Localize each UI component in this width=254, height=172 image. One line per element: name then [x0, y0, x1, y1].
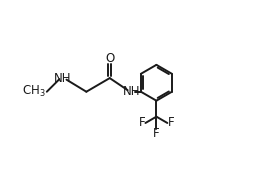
Text: NH: NH — [54, 72, 72, 85]
Text: O: O — [105, 52, 114, 65]
Text: F: F — [153, 127, 160, 140]
Text: F: F — [168, 116, 174, 130]
Text: CH$_3$: CH$_3$ — [22, 84, 46, 99]
Text: F: F — [139, 116, 145, 130]
Text: NH: NH — [122, 85, 140, 98]
